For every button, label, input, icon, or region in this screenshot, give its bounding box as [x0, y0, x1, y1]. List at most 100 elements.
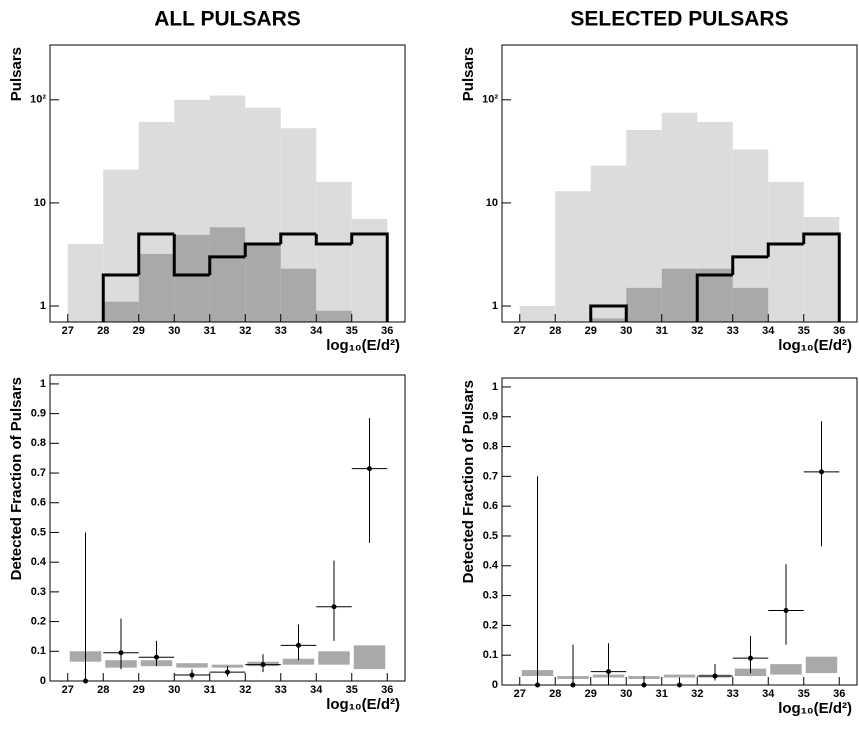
data-point [331, 604, 337, 610]
expected-band [318, 651, 350, 665]
histogram-step [137, 232, 175, 275]
y-tick-label: 0.2 [483, 619, 498, 631]
histogram-bar [590, 318, 627, 322]
histogram-step [101, 273, 139, 322]
y-axis-label: Detected Fraction of Pulsars [8, 377, 25, 580]
histogram-bar [768, 181, 804, 322]
x-tick-label: 31 [204, 325, 216, 337]
histogram-bar [280, 268, 317, 322]
histogram-step [766, 242, 804, 257]
y-tick-label: 0.6 [483, 500, 498, 512]
y-tick-label: 1 [40, 300, 46, 312]
histogram-step [172, 233, 210, 277]
x-tick-label: 32 [691, 688, 703, 700]
x-tick-label: 32 [239, 325, 251, 337]
column-title: ALL PULSARS [154, 8, 301, 31]
histogram-bar [209, 227, 246, 322]
column-title: SELECTED PULSARS [570, 8, 788, 31]
histogram-bar [174, 234, 210, 322]
x-axis-label: log₁₀(E/d²) [326, 337, 400, 354]
y-tick-label: 0 [40, 675, 46, 687]
histogram-bar [245, 242, 281, 322]
x-tick-label: 33 [275, 325, 287, 337]
x-tick-label: 35 [346, 325, 358, 337]
plot-frame [501, 44, 858, 323]
histogram-step [350, 232, 389, 322]
y-tick-label: 0.3 [483, 589, 498, 601]
expected-band [805, 656, 838, 674]
x-tick-label: 31 [656, 325, 668, 337]
x-tick-label: 30 [620, 688, 632, 700]
y-tick-label: 0.8 [31, 437, 46, 449]
y-tick-label: 0.8 [483, 440, 498, 452]
x-tick-label: 33 [275, 684, 287, 696]
data-point [189, 672, 195, 678]
histogram-bar [103, 169, 139, 322]
x-tick-label: 27 [62, 684, 74, 696]
plot-frame [49, 44, 406, 323]
x-tick-label: 32 [239, 684, 251, 696]
data-point [118, 650, 124, 656]
x-tick-label: 30 [620, 325, 632, 337]
x-tick-label: 31 [204, 684, 216, 696]
y-tick-label: 0 [492, 679, 498, 691]
data-point [154, 654, 159, 660]
y-tick-label: 0.7 [31, 467, 46, 479]
histogram-bar [316, 181, 352, 322]
y-tick-label: 0.4 [31, 556, 47, 568]
y-tick-label: 0.9 [31, 408, 46, 420]
y-tick-label: 10 [486, 197, 498, 209]
histogram-bar [351, 218, 388, 322]
x-tick-label: 32 [691, 325, 703, 337]
expected-band [663, 674, 696, 678]
y-tick-label: 0.4 [483, 560, 499, 572]
y-tick-label: 1 [40, 378, 46, 390]
x-tick-label: 33 [727, 325, 739, 337]
x-tick-label: 34 [310, 325, 323, 337]
plot-frame [501, 377, 858, 686]
data-point [606, 669, 611, 675]
x-tick-label: 36 [833, 688, 845, 700]
x-tick-label: 36 [833, 325, 845, 337]
x-tick-label: 30 [168, 325, 180, 337]
x-tick-label: 28 [549, 688, 561, 700]
x-tick-label: 28 [97, 684, 109, 696]
histogram-step [731, 255, 769, 275]
x-axis-label: log₁₀(E/d²) [326, 696, 400, 713]
x-tick-label: 30 [168, 684, 180, 696]
x-tick-label: 29 [133, 325, 145, 337]
y-tick-label: 0.1 [31, 645, 46, 657]
histogram-bar [555, 191, 591, 322]
x-axis-label: log₁₀(E/d²) [778, 337, 852, 354]
y-axis-label: Pulsars [460, 47, 477, 101]
data-point [783, 607, 789, 613]
y-tick-label: 10 [34, 197, 46, 209]
histogram-bar [519, 306, 556, 322]
x-tick-label: 29 [585, 688, 597, 700]
x-tick-label: 27 [514, 325, 526, 337]
histogram-step [279, 232, 317, 244]
x-tick-label: 29 [133, 684, 145, 696]
histogram-bar [138, 253, 175, 322]
histogram-step [243, 242, 281, 257]
expected-band [770, 664, 802, 675]
expected-band [176, 663, 208, 668]
histogram-step [314, 233, 352, 246]
x-tick-label: 35 [798, 325, 810, 337]
x-tick-label: 36 [381, 684, 393, 696]
data-point [367, 466, 372, 472]
x-tick-label: 28 [97, 325, 109, 337]
data-point [819, 469, 824, 475]
histogram-step [208, 255, 246, 275]
data-point [748, 655, 753, 661]
y-tick-label: 0.9 [483, 411, 498, 423]
x-tick-label: 27 [62, 325, 74, 337]
histogram-bar [590, 165, 627, 322]
x-tick-label: 33 [727, 688, 739, 700]
data-point [260, 662, 266, 668]
expected-band [282, 658, 315, 665]
y-tick-label: 1 [492, 381, 498, 393]
data-point [712, 673, 718, 679]
histogram-bar [626, 287, 662, 322]
expected-band [353, 645, 386, 670]
